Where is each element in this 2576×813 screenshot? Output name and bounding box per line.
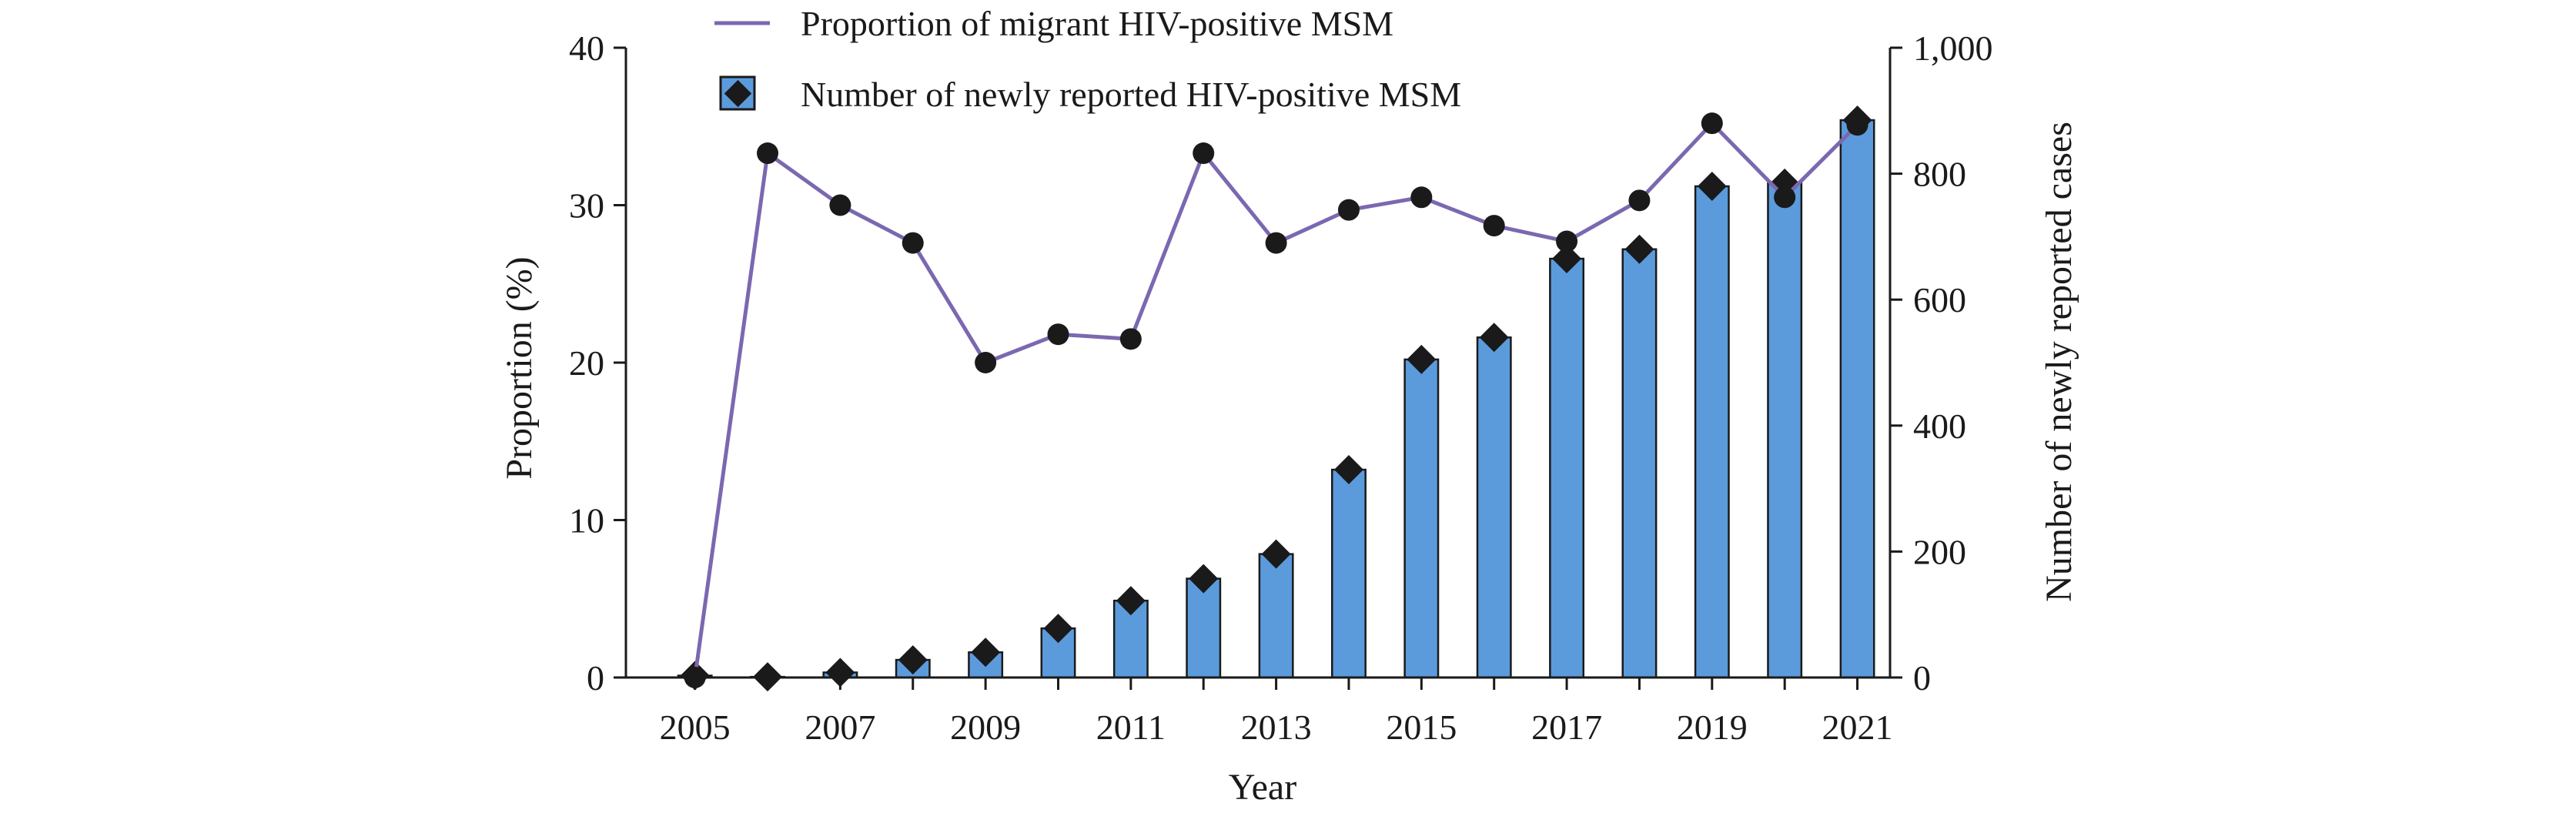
y-left-tick-label-40: 40: [569, 28, 604, 68]
x-axis-title: Year: [1229, 767, 1296, 808]
bar-2015: [1403, 358, 1440, 679]
circle-marker-2021: [1846, 114, 1868, 136]
diamond-marker-2008: [898, 645, 928, 675]
circle-marker-2013: [1265, 232, 1287, 254]
diamond-marker-2017: [1552, 244, 1582, 274]
diamond-marker-2015: [1407, 344, 1437, 374]
legend: Proportion of migrant HIV-positive MSM N…: [714, 4, 1461, 114]
circle-marker-2019: [1701, 112, 1723, 135]
y-right-tick-label-1000: 1,000: [1913, 28, 1993, 68]
circle-marker-2007: [829, 194, 851, 216]
diamond-marker-2007: [825, 657, 855, 688]
diamond-marker-2010: [1043, 614, 1073, 644]
y-axis-left-title: Proportion (%): [499, 256, 540, 479]
bar-2020: [1767, 182, 1803, 679]
bar-2018: [1621, 248, 1658, 679]
circle-marker-2020: [1774, 186, 1796, 209]
y-axis-right-title: Number of newly reported cases: [2039, 122, 2079, 602]
legend-label-proportion: Proportion of migrant HIV-positive MSM: [801, 4, 1393, 43]
x-tick-label-2021: 2021: [1822, 708, 1893, 747]
diamond-marker-2012: [1189, 564, 1219, 594]
bar-2016: [1476, 336, 1512, 679]
circle-marker-2016: [1483, 215, 1505, 237]
circle-marker-2014: [1337, 199, 1360, 221]
y-right-tick-label-400: 400: [1913, 406, 1966, 446]
legend-label-newly-reported: Number of newly reported HIV-positive MS…: [801, 75, 1461, 114]
y-left-tick-label-30: 30: [569, 186, 604, 226]
circle-marker-2018: [1628, 189, 1651, 212]
y-left-tick-label-0: 0: [587, 658, 604, 698]
diamond-marker-2018: [1624, 234, 1654, 264]
x-tick-label-2019: 2019: [1677, 708, 1748, 747]
circle-marker-2008: [902, 232, 924, 254]
bar-2021: [1839, 119, 1875, 679]
diamond-marker-2011: [1116, 586, 1146, 616]
x-tick-label-2013: 2013: [1241, 708, 1312, 747]
circle-marker-2011: [1119, 328, 1142, 350]
circle-marker-2010: [1047, 323, 1069, 346]
circle-marker-2009: [975, 352, 997, 373]
bar-2014: [1331, 468, 1367, 679]
y-left-tick-label-20: 20: [569, 343, 604, 383]
diamond-marker-2016: [1479, 323, 1509, 353]
x-tick-label-2015: 2015: [1386, 708, 1457, 747]
x-tick-label-2005: 2005: [660, 708, 731, 747]
circle-marker-2012: [1193, 142, 1215, 165]
bar-2013: [1258, 553, 1294, 679]
bar-2017: [1549, 257, 1585, 679]
diamond-marker-2013: [1261, 539, 1291, 569]
diamond-marker-2009: [971, 637, 1001, 667]
diamond-marker-2014: [1333, 455, 1363, 485]
y-left-tick-label-10: 10: [569, 501, 604, 540]
x-tick-label-2009: 2009: [950, 708, 1021, 747]
bar-2019: [1694, 185, 1730, 679]
bar-2012: [1186, 577, 1222, 679]
legend-diamond-swatch: [724, 79, 752, 108]
y-right-tick-label-600: 600: [1913, 280, 1966, 320]
y-right-tick-label-200: 200: [1913, 532, 1966, 571]
bar-series: [677, 105, 1875, 692]
y-right-tick-label-0: 0: [1913, 658, 1931, 698]
circle-marker-2006: [757, 142, 779, 165]
circle-marker-2017: [1556, 230, 1578, 253]
diamond-marker-2019: [1697, 171, 1727, 201]
y-right-tick-label-800: 800: [1913, 155, 1966, 194]
x-tick-label-2011: 2011: [1096, 708, 1166, 747]
x-tick-label-2017: 2017: [1531, 708, 1602, 747]
x-tick-label-2007: 2007: [805, 708, 875, 747]
circle-marker-2015: [1410, 186, 1433, 209]
